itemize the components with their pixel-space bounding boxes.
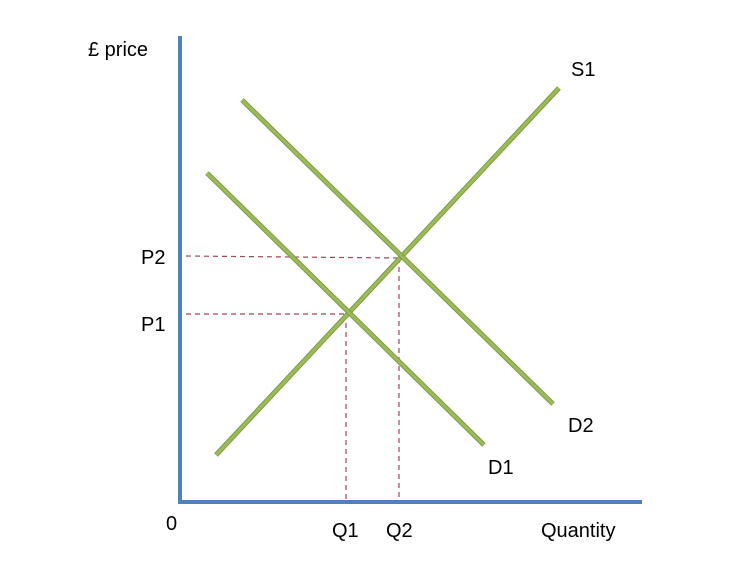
- demand-label-d2: D2: [568, 415, 594, 437]
- supply-label-s1: S1: [571, 59, 595, 81]
- quantity-label-q1: Q1: [332, 520, 359, 542]
- demand-curve-d2: [240, 98, 555, 406]
- y-axis-label: £ price: [88, 39, 148, 61]
- supply-curve-s1: [214, 86, 561, 457]
- x-axis-label: Quantity: [541, 520, 615, 542]
- demand-curve-d1: [205, 171, 486, 447]
- quantity-label-q2: Q2: [386, 520, 413, 542]
- price-label-p1: P1: [141, 314, 165, 336]
- origin-label: 0: [166, 513, 177, 535]
- demand-label-d1: D1: [488, 457, 514, 479]
- price-label-p2: P2: [141, 247, 165, 269]
